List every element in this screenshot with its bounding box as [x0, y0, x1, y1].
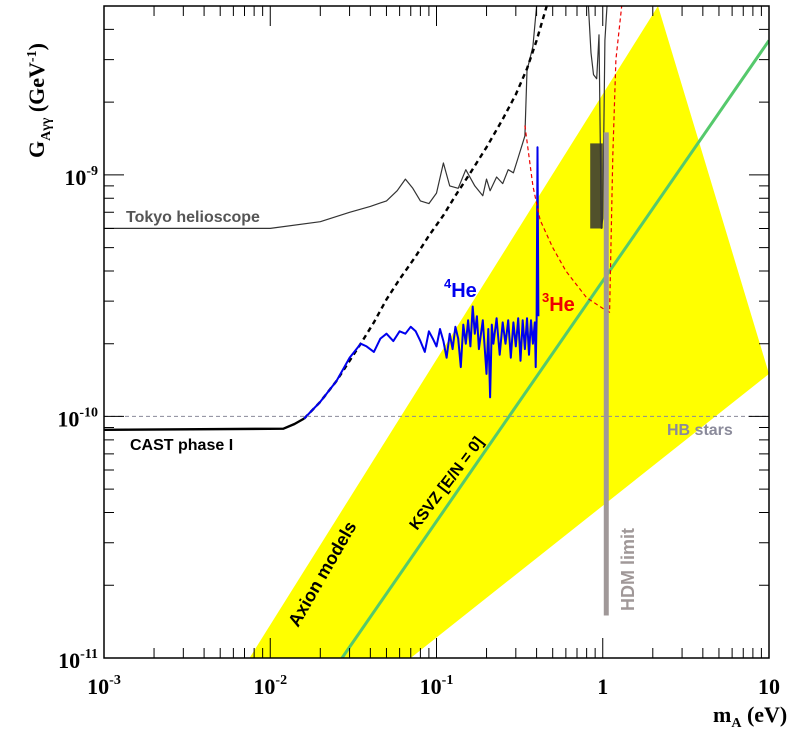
x-tick-label: 10-3 [87, 673, 121, 699]
tokyo-helioscope-high-mass-line [587, 6, 608, 229]
hdm-limit-label: HDM limit [618, 528, 638, 611]
tokyo-dense-region [590, 143, 603, 229]
axis-ticks [103, 5, 769, 659]
series-layer [104, 6, 769, 658]
x-axis-title: mA (eV) [713, 702, 787, 731]
plot-area [104, 6, 769, 658]
y-tick-label: 10-9 [64, 164, 98, 190]
cast-phase1-label: CAST phase I [130, 437, 233, 454]
x-tick-label: 1 [597, 674, 608, 699]
he3-line [524, 6, 623, 313]
tick-marks [103, 5, 769, 659]
hb-stars-label: HB stars [667, 422, 733, 439]
cast-expected-line [303, 6, 548, 420]
y-tick-label: 10-11 [58, 647, 98, 673]
x-tick-label: 10 [758, 674, 780, 699]
tokyo-helioscope-label: Tokyo helioscope [126, 209, 260, 226]
he4-label: 4He [444, 276, 477, 302]
he4-line [303, 146, 540, 420]
y-tick-label: 10-10 [57, 405, 98, 431]
tokyo-helioscope-line [104, 6, 538, 229]
he3-label: 3He [542, 290, 575, 316]
y-axis-title: GAγγ (GeV-1) [24, 43, 54, 158]
ksvz-line [340, 39, 769, 658]
x-tick-label: 10-1 [420, 673, 454, 699]
x-tick-label: 10-2 [253, 673, 287, 699]
cast-phase1-line [104, 417, 305, 431]
